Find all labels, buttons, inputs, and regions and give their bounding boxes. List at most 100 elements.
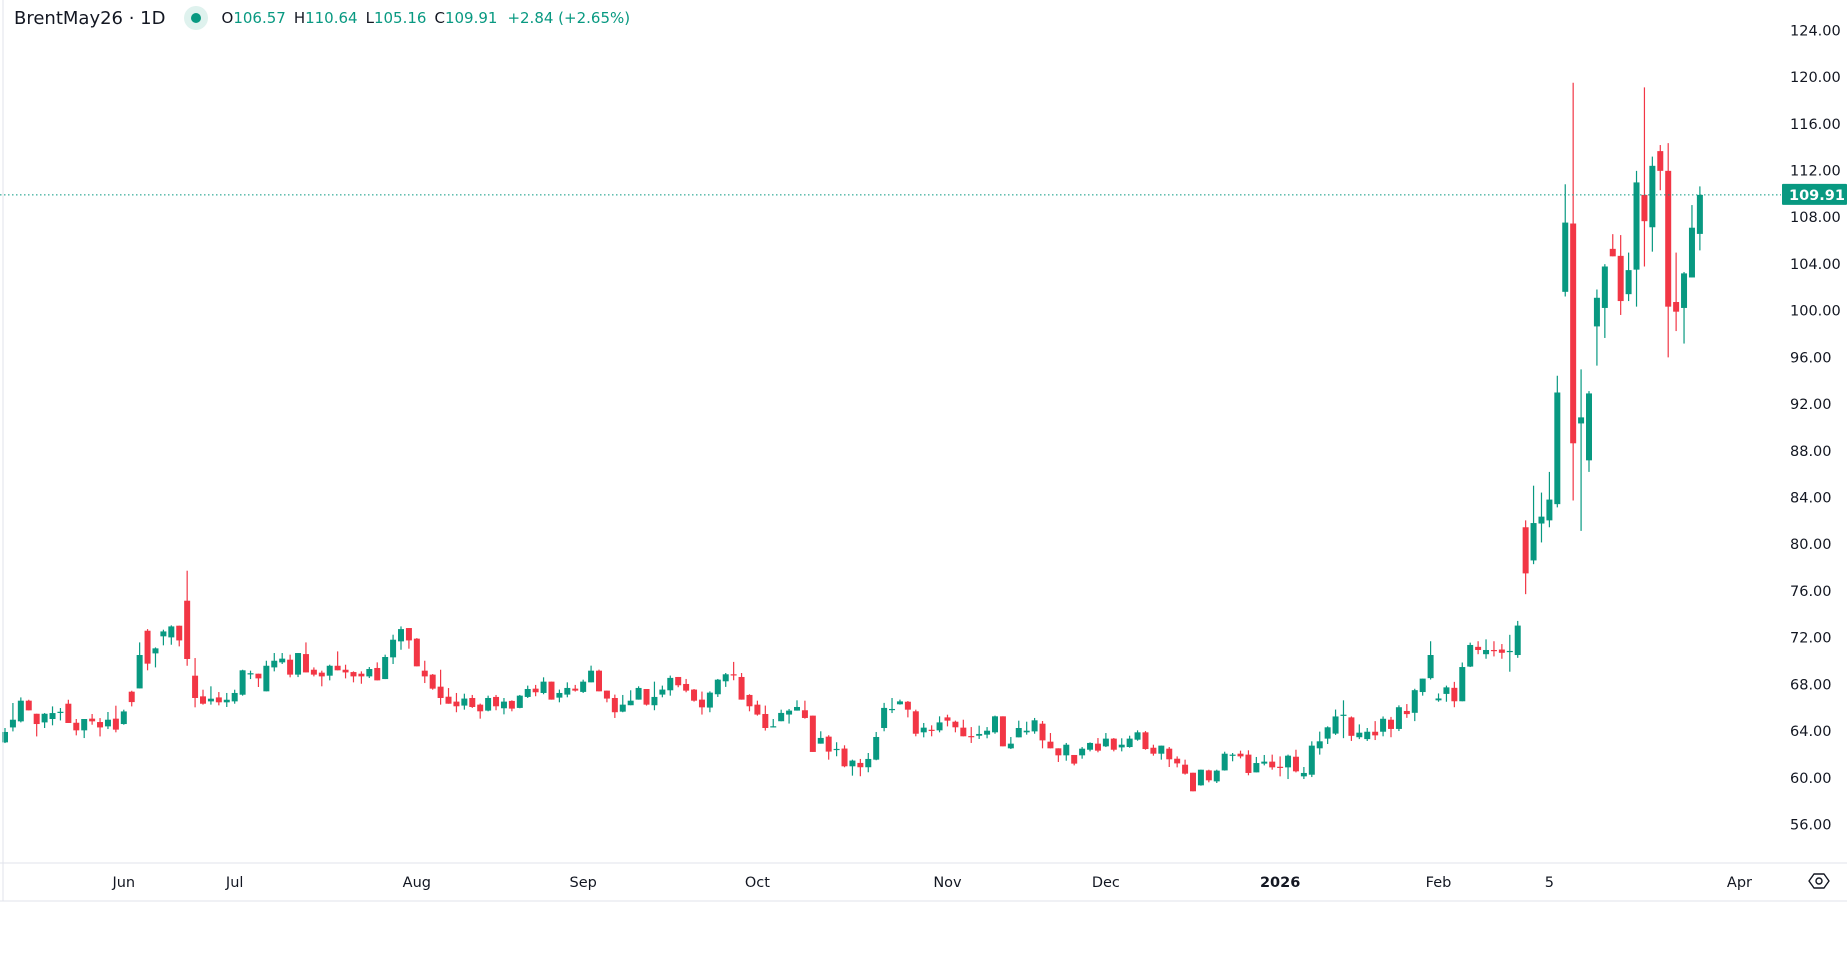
candle-up[interactable] [1126,735,1133,748]
candle-up[interactable] [2,728,8,744]
candle-up[interactable] [1261,754,1268,766]
candle-up[interactable] [667,675,674,696]
candle-down[interactable] [287,654,294,678]
candle-down[interactable] [97,718,104,737]
candle-up[interactable] [1578,369,1585,531]
candle-down[interactable] [1673,252,1680,332]
candle-down[interactable] [200,689,206,705]
candle-down[interactable] [857,758,864,777]
candle-up[interactable] [1015,720,1022,738]
candle-down[interactable] [1665,143,1672,358]
candle-down[interactable] [128,690,135,707]
candle-up[interactable] [1308,741,1315,778]
candle-down[interactable] [302,642,309,673]
candle-up[interactable] [936,716,943,733]
candle-up[interactable] [1324,726,1331,745]
candle-up[interactable] [627,690,634,706]
candle-up[interactable] [619,694,626,713]
candle-up[interactable] [896,699,903,705]
candle-up[interactable] [651,681,658,711]
candle-up[interactable] [1696,186,1703,251]
candle-up[interactable] [1546,471,1553,528]
candle-up[interactable] [1253,756,1260,773]
candle-down[interactable] [112,705,119,733]
candle-down[interactable] [255,673,262,688]
candle-down[interactable] [1522,520,1529,595]
candle-down[interactable] [691,688,698,702]
candle-down[interactable] [33,713,40,737]
candle-down[interactable] [730,661,737,681]
candle-down[interactable] [73,719,80,736]
candle-up[interactable] [833,742,840,757]
candle-down[interactable] [1237,750,1244,759]
candle-up[interactable] [873,731,880,761]
candle-up[interactable] [865,752,872,773]
candle-up[interactable] [1427,641,1434,680]
candle-down[interactable] [144,629,151,671]
candle-up[interactable] [1197,769,1204,786]
candle-up[interactable] [556,689,563,703]
candle-up[interactable] [1483,639,1490,659]
candle-up[interactable] [580,679,587,693]
candle-up[interactable] [152,647,159,668]
candle-down[interactable] [192,658,199,708]
candle-down[interactable] [1142,731,1149,750]
candle-up[interactable] [817,731,824,744]
candle-down[interactable] [1277,756,1284,777]
candle-up[interactable] [881,702,888,732]
candle-down[interactable] [801,700,808,719]
candle-down[interactable] [809,715,816,752]
candle-down[interactable] [374,662,381,681]
candle-up[interactable] [1419,678,1426,696]
candle-down[interactable] [493,694,500,711]
candle-up[interactable] [239,669,246,696]
candle-down[interactable] [1047,733,1054,749]
candle-up[interactable] [794,700,800,711]
candle-down[interactable] [825,735,832,760]
candle-up[interactable] [1023,721,1030,735]
candle-up[interactable] [1213,769,1220,784]
candle-up[interactable] [207,686,214,705]
candle-down[interactable] [310,667,317,677]
candle-down[interactable] [548,681,555,700]
candle-up[interactable] [17,697,24,723]
candle-up[interactable] [1593,289,1600,366]
candle-up[interactable] [120,709,127,725]
candle-up[interactable] [1538,492,1545,543]
candle-up[interactable] [1229,752,1236,762]
candle-down[interactable] [904,701,911,718]
candle-up[interactable] [1118,738,1125,752]
candle-down[interactable] [596,669,602,692]
candle-up[interactable] [1530,485,1537,565]
candle-down[interactable] [1150,744,1157,756]
candle-up[interactable] [1601,264,1608,338]
candle-down[interactable] [437,669,444,705]
candle-up[interactable] [1681,271,1688,344]
candle-up[interactable] [1316,731,1323,755]
candle-down[interactable] [350,671,357,683]
candle-up[interactable] [326,664,333,681]
candle-up[interactable] [247,670,254,680]
candle-up[interactable] [1459,662,1466,702]
candle-up[interactable] [398,626,404,650]
candle-down[interactable] [603,690,610,703]
candle-down[interactable] [841,745,848,768]
candle-down[interactable] [912,709,919,737]
candle-up[interactable] [1087,742,1094,752]
candle-down[interactable] [643,688,650,706]
candle-down[interactable] [1110,738,1117,752]
candle-down[interactable] [1617,235,1624,315]
candle-down[interactable] [1205,769,1212,783]
candle-down[interactable] [754,700,761,716]
candle-up[interactable] [984,727,991,739]
candle-down[interactable] [1475,641,1482,655]
candle-down[interactable] [746,694,753,712]
candle-down[interactable] [572,684,579,692]
candle-down[interactable] [1657,145,1664,191]
candle-up[interactable] [1300,767,1307,780]
candle-up[interactable] [1506,634,1513,672]
candle-down[interactable] [1245,750,1252,776]
candle-down[interactable] [1094,738,1101,753]
candle-up[interactable] [231,689,238,704]
candle-up[interactable] [1079,747,1086,759]
